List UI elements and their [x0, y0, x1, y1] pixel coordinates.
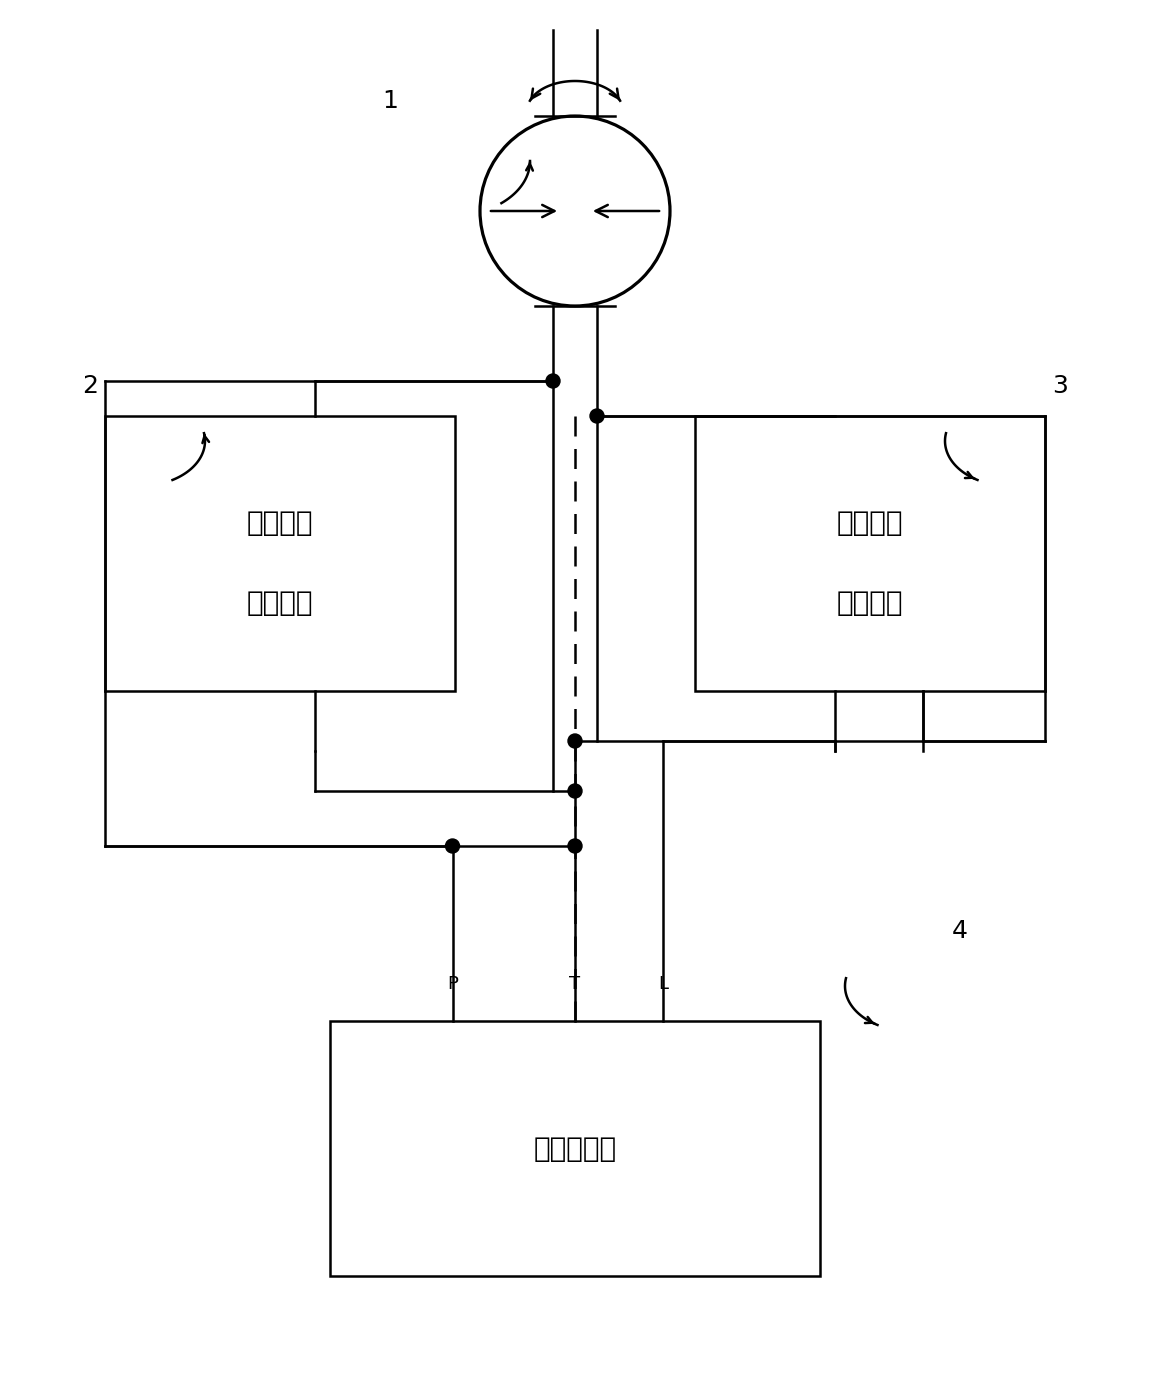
Bar [105, 416, 455, 691]
Text: T: T [569, 975, 581, 993]
Text: 2: 2 [82, 374, 98, 398]
Circle shape [568, 785, 582, 798]
Circle shape [568, 734, 582, 748]
Circle shape [546, 374, 560, 388]
Circle shape [568, 839, 582, 853]
Text: 液压回路: 液压回路 [247, 590, 313, 618]
Text: 4: 4 [952, 919, 968, 943]
Circle shape [590, 409, 604, 423]
Text: P: P [447, 975, 458, 993]
Text: 液压动力源: 液压动力源 [534, 1135, 616, 1163]
Circle shape [445, 839, 460, 853]
Bar [330, 1021, 820, 1276]
Bar [695, 416, 1045, 691]
Text: 3: 3 [1052, 374, 1068, 398]
Text: 1: 1 [382, 89, 398, 113]
Text: 电动控制: 电动控制 [247, 509, 313, 537]
Text: 手动控制: 手动控制 [837, 509, 903, 537]
Text: L: L [658, 975, 668, 993]
Text: 液压回路: 液压回路 [837, 590, 903, 618]
